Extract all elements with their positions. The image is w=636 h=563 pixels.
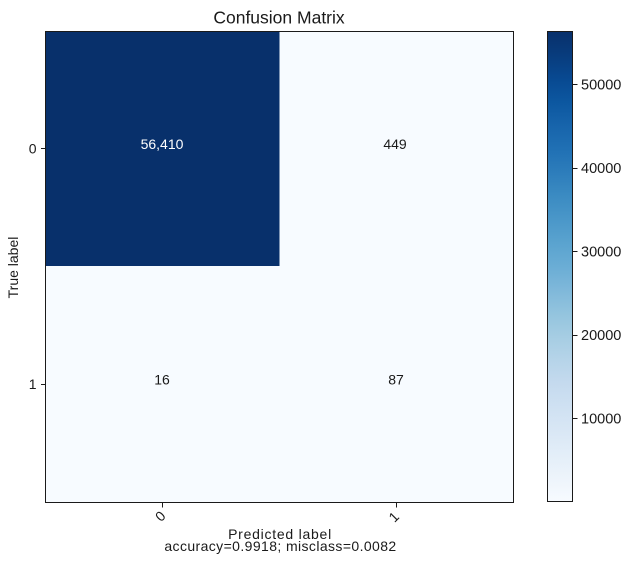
- svg-text:20000: 20000: [581, 328, 621, 344]
- svg-text:True label: True label: [5, 237, 21, 299]
- svg-text:56,410: 56,410: [141, 136, 184, 152]
- svg-text:0: 0: [29, 140, 37, 156]
- svg-text:1: 1: [29, 376, 37, 392]
- svg-text:449: 449: [383, 136, 407, 152]
- svg-text:accuracy=0.9918; misclass=0.00: accuracy=0.9918; misclass=0.0082: [164, 538, 396, 554]
- svg-text:10000: 10000: [581, 412, 621, 428]
- svg-text:16: 16: [154, 371, 170, 387]
- svg-text:40000: 40000: [581, 161, 621, 177]
- svg-text:Predicted label: Predicted label: [228, 526, 332, 542]
- svg-text:87: 87: [388, 371, 404, 387]
- svg-text:Confusion Matrix: Confusion Matrix: [213, 8, 345, 28]
- svg-text:50000: 50000: [581, 78, 621, 94]
- svg-text:30000: 30000: [581, 245, 621, 261]
